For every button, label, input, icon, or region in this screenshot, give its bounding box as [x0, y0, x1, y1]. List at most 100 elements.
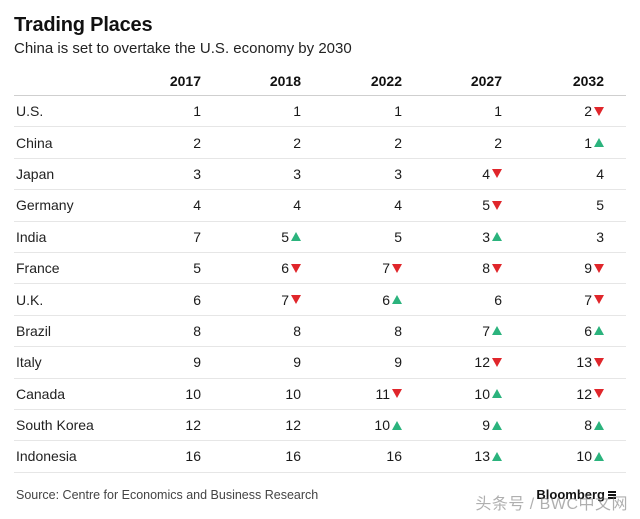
rank-value-group: 16: [185, 448, 201, 464]
rank-value-group: 4: [293, 197, 301, 213]
rank-value-group: 11: [375, 386, 402, 402]
rank-value: 10: [576, 448, 592, 465]
rank-value: 1: [193, 103, 201, 120]
rank-value-group: 8: [293, 323, 301, 339]
rank-up-arrow-icon: [492, 420, 502, 430]
rank-up-arrow-icon: [594, 451, 604, 461]
rank-value: 2: [584, 103, 592, 120]
rank-value: 5: [193, 260, 201, 277]
country-label: Brazil: [16, 322, 52, 339]
rank-value-group: 8: [584, 417, 604, 433]
country-label: China: [16, 134, 53, 151]
rank-value-group: 16: [386, 448, 402, 464]
column-header: 2032: [572, 72, 604, 89]
rank-cell: 16: [312, 441, 402, 471]
rank-value: 2: [293, 134, 301, 151]
rank-down-arrow-icon: [594, 295, 604, 305]
chart-subtitle: China is set to overtake the U.S. econom…: [14, 40, 352, 57]
rank-down-arrow-icon: [594, 357, 604, 367]
rank-value-group: 6: [584, 323, 604, 339]
rank-cell: 7: [111, 222, 201, 252]
rank-value-group: 4: [193, 197, 201, 213]
table-row: India 7 5 5 3 3: [14, 222, 626, 253]
rank-value-group: 9: [482, 417, 502, 433]
rank-value: 2: [494, 134, 502, 151]
rank-value-group: 7: [281, 292, 301, 308]
rank-cell: 6: [111, 284, 201, 314]
rank-value: 11: [375, 385, 390, 402]
rank-value: 7: [281, 291, 289, 308]
rank-value-group: 12: [185, 417, 201, 433]
rank-value: 3: [482, 228, 490, 245]
rank-down-arrow-icon: [492, 169, 502, 179]
rank-cell: 8: [312, 316, 402, 346]
rank-value-group: 2: [293, 135, 301, 151]
country-label: Italy: [16, 354, 42, 371]
country-label: France: [16, 260, 60, 277]
rank-cell: 2: [312, 127, 402, 157]
rank-up-arrow-icon: [594, 420, 604, 430]
rank-value-group: 3: [293, 166, 301, 182]
rank-cell: 2: [211, 127, 301, 157]
rank-cell: 7: [312, 253, 402, 283]
rank-value-group: 3: [193, 166, 201, 182]
rank-cell: 1: [111, 96, 201, 126]
rank-cell: 5: [111, 253, 201, 283]
rank-up-arrow-icon: [492, 232, 502, 242]
rank-value: 7: [193, 228, 201, 245]
rank-down-arrow-icon: [492, 357, 502, 367]
rank-value: 2: [394, 134, 402, 151]
rank-cell: 1: [412, 96, 502, 126]
rank-cell: 11: [312, 379, 402, 409]
rank-value-group: 1: [494, 103, 502, 119]
rank-cell: 4: [412, 159, 502, 189]
rank-value: 6: [193, 291, 201, 308]
chart-title: Trading Places: [14, 14, 153, 36]
rank-cell: 9: [312, 347, 402, 377]
rank-value-group: 8: [394, 323, 402, 339]
rank-value: 16: [285, 448, 301, 465]
table-row: France 5 6 7 8 9: [14, 253, 626, 285]
table-row: Japan 3 3 3 4 4: [14, 159, 626, 191]
rank-value-group: 3: [394, 166, 402, 182]
rank-cell: 12: [412, 347, 502, 377]
rank-up-arrow-icon: [492, 451, 502, 461]
rank-cell: 6: [211, 253, 301, 283]
rank-cell: 1: [312, 96, 402, 126]
rank-cell: 1: [514, 127, 604, 157]
rank-value: 9: [293, 354, 301, 371]
rank-value: 3: [193, 165, 201, 182]
rank-value-group: 12: [474, 354, 502, 370]
rank-cell: 8: [412, 253, 502, 283]
source-note: Source: Centre for Economics and Busines…: [16, 488, 319, 502]
rank-cell: 10: [514, 441, 604, 471]
rank-cell: 5: [514, 190, 604, 220]
rank-value-group: 1: [584, 135, 604, 151]
rank-value: 12: [474, 354, 490, 371]
rank-up-arrow-icon: [594, 138, 604, 148]
table-row: Indonesia 16 16 16 13 10: [14, 441, 626, 473]
rank-value: 1: [394, 103, 402, 120]
rank-down-arrow-icon: [392, 263, 402, 273]
brand-logo: Bloomberg: [536, 487, 616, 502]
rank-value: 9: [482, 417, 490, 434]
brand-name: Bloomberg: [536, 487, 605, 502]
rank-value: 7: [482, 322, 490, 339]
rank-cell: 2: [412, 127, 502, 157]
rank-value: 3: [293, 165, 301, 182]
rank-value-group: 9: [394, 354, 402, 370]
rank-value-group: 5: [596, 197, 604, 213]
rank-value: 1: [293, 103, 301, 120]
column-header: 2022: [370, 72, 402, 89]
rank-value-group: 3: [482, 229, 502, 245]
rank-value-group: 10: [576, 448, 604, 464]
rank-value-group: 10: [185, 386, 201, 402]
rank-value-group: 2: [494, 135, 502, 151]
rank-cell: 7: [412, 316, 502, 346]
rank-down-arrow-icon: [594, 263, 604, 273]
rank-cell: 4: [514, 159, 604, 189]
table-row: Canada 10 10 11 10 12: [14, 379, 626, 410]
watermark: 头条号 / BWC中文网: [475, 496, 628, 513]
ranking-table: 2017 2018 2022 2027 2032 U.S. 1 1 1 1 2 China 2…: [14, 66, 626, 473]
rank-value: 12: [576, 385, 592, 402]
